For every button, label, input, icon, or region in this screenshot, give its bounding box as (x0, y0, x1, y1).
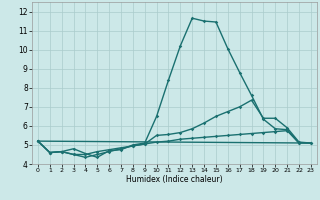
X-axis label: Humidex (Indice chaleur): Humidex (Indice chaleur) (126, 175, 223, 184)
